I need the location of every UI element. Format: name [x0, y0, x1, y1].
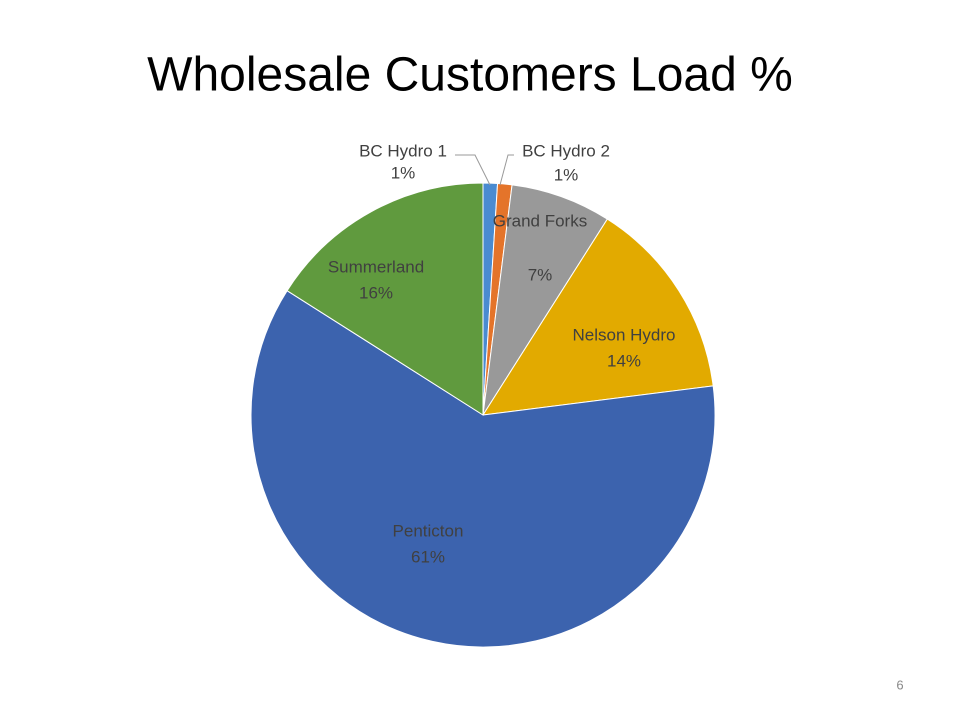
value-label: 1% [554, 165, 579, 184]
chart-title: Wholesale Customers Load % [147, 49, 793, 102]
slice-label: Nelson Hydro [573, 325, 676, 344]
pie-slice [250, 289, 716, 648]
leader-line [455, 154, 491, 186]
slice-label: BC Hydro 1 [359, 141, 447, 160]
slice-label: BC Hydro 2 [522, 141, 610, 160]
slice-label: Summerland [328, 257, 424, 276]
value-label: 16% [359, 283, 393, 302]
pie-slice [482, 218, 714, 416]
pie-slice [286, 182, 484, 416]
slice-label: Grand Forks [493, 211, 587, 230]
value-label: 1% [391, 163, 416, 182]
pie-slice [482, 184, 609, 416]
value-label: 61% [411, 547, 445, 566]
slice-label: Penticton [393, 521, 464, 540]
leader-line [499, 154, 514, 186]
value-label: 14% [607, 351, 641, 370]
slide-number: 6 [896, 677, 903, 692]
value-label: 7% [528, 265, 553, 284]
